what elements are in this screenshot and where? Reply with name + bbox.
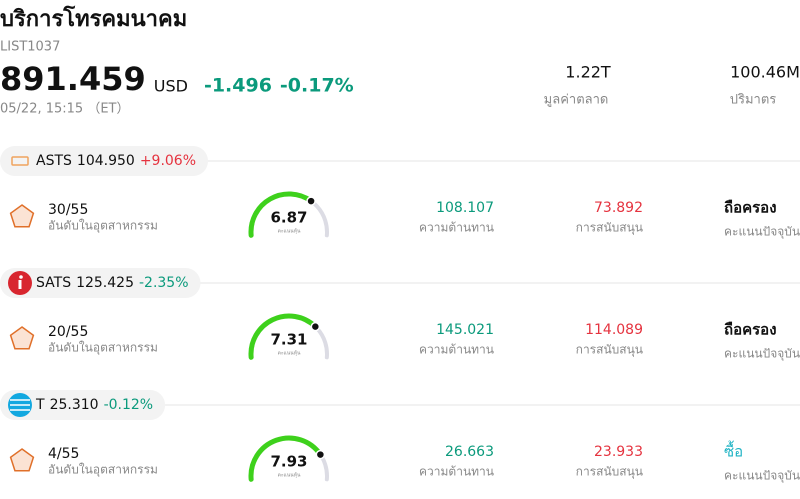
change-percent: -0.17% (280, 75, 354, 97)
support-label: การสนับสนุน (576, 343, 643, 358)
radar-icon (9, 448, 35, 472)
code: LIST1037 (0, 40, 60, 55)
score-label: คะแนนหุ้น (278, 228, 301, 235)
time: 05/22, 15:15 （ET） (0, 102, 129, 117)
radar-icon (9, 326, 35, 350)
support: 23.933 (594, 444, 643, 460)
stock-price: 25.310 (50, 397, 99, 413)
change: -1.496 (204, 75, 272, 97)
score-label: คะแนนหุ้น (278, 350, 301, 357)
rating-label: คะแนนปัจจุบัน (724, 225, 800, 240)
rating-label: คะแนนปัจจุบัน (724, 347, 800, 362)
price: 891.459 (0, 60, 146, 98)
stock-pill (0, 268, 201, 298)
stock-quote: T 25.310 -0.12% (35, 397, 153, 413)
support-label: การสนับสนุน (576, 465, 643, 480)
stock-change: -2.35% (139, 275, 189, 291)
score: 7.93 (270, 453, 307, 471)
rating-label: คะแนนปัจจุบัน (724, 469, 800, 484)
resistance-label: ความต้านทาน (419, 465, 494, 479)
stock-price: 104.950 (77, 153, 135, 169)
icon-mark (18, 280, 22, 289)
stock-item: ASTS 104.950 +9.06% 30/55อันดับในอุตสาหกรรม… (0, 146, 800, 240)
support: 73.892 (594, 200, 643, 216)
stock-change: -0.12% (104, 397, 154, 413)
rating: ซื้อ (724, 441, 743, 461)
stat-label: มูลค่าตลาด (544, 93, 609, 108)
title: บริการโทรคมนาคม (0, 5, 187, 32)
rating: ถือครอง (724, 321, 777, 339)
radar-icon (9, 204, 35, 228)
stat-value: 100.46M (730, 63, 800, 82)
resistance-label: ความต้านทาน (419, 221, 494, 235)
ticker: ASTS (36, 153, 72, 169)
ticker: SATS (36, 275, 71, 291)
icon-dot (19, 275, 23, 279)
rating: ถือครอง (724, 199, 777, 217)
icon (11, 156, 29, 166)
stock-item: T 25.310 -0.12%4/55อันดับในอุตสาหกรรม 7.93ค… (0, 390, 800, 484)
stock-quote: SATS 125.425 -2.35% (36, 275, 189, 291)
rank: 4/55 (48, 446, 79, 462)
rank-label: อันดับในอุตสาหกรรม (48, 219, 158, 234)
stat-value: 1.22T (565, 63, 611, 82)
gauge-value (248, 191, 314, 238)
gauge-value (248, 313, 318, 360)
score: 7.31 (270, 331, 307, 349)
gauge-dot (306, 196, 316, 206)
support-label: การสนับสนุน (576, 221, 643, 236)
rank-label: อันดับในอุตสาหกรรม (48, 463, 158, 478)
gauge-value (248, 435, 323, 482)
rank: 30/55 (48, 202, 88, 218)
support: 114.089 (585, 322, 643, 338)
currency: USD (154, 77, 188, 96)
rank: 20/55 (48, 324, 88, 340)
resistance: 145.021 (436, 322, 494, 338)
rank-label: อันดับในอุตสาหกรรม (48, 341, 158, 356)
resistance: 26.663 (445, 444, 494, 460)
stock-price: 125.425 (76, 275, 134, 291)
stock-quote: ASTS 104.950 +9.06% (36, 153, 196, 169)
gauge-dot (315, 449, 326, 460)
stat-label: ปริมาตร (730, 93, 777, 108)
stock-change: +9.06% (140, 153, 196, 169)
gauge-dot (310, 321, 321, 332)
resistance: 108.107 (436, 200, 494, 216)
stock-item: SATS 125.425 -2.35% 20/55อันดับในอุตสาหกรรม… (0, 268, 800, 362)
score: 6.87 (270, 209, 307, 227)
ticker: T (35, 397, 45, 413)
stock-pill (0, 390, 166, 420)
score-label: คะแนนหุ้น (278, 472, 301, 479)
stock-pill (0, 146, 209, 176)
resistance-label: ความต้านทาน (419, 343, 494, 357)
